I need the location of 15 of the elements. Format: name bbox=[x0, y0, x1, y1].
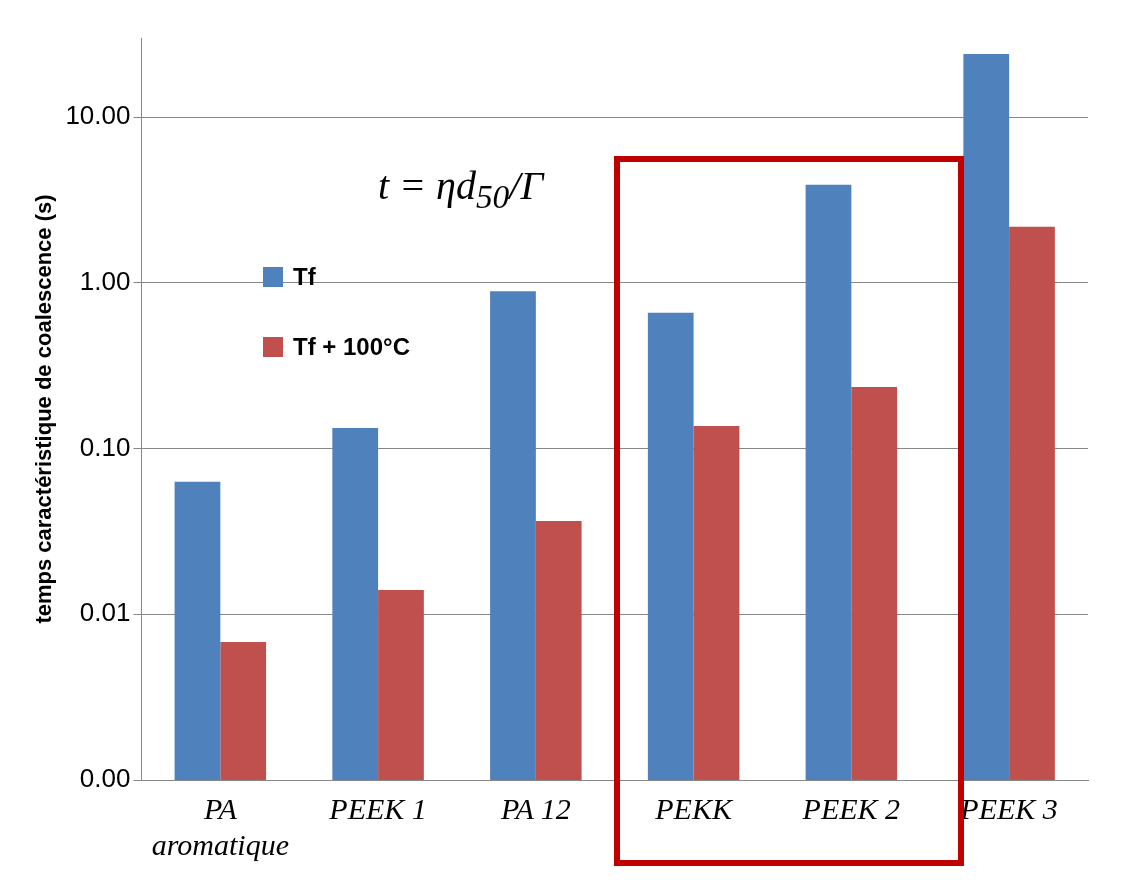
annotation: t = ηd$_{50}$/Γ bbox=[368, 158, 554, 220]
y-tick-label: 10.00 bbox=[65, 100, 131, 131]
x-tick-label: PA aromatique bbox=[151, 791, 289, 861]
x-tick-label: PEEK 2 bbox=[801, 791, 901, 825]
x-tick-label: PA 12 bbox=[499, 791, 571, 825]
legend-label: Tf + 100°C bbox=[293, 333, 410, 361]
legend-label: Tf bbox=[293, 263, 316, 291]
y-tick-label: 0.00 bbox=[79, 763, 131, 794]
y-tick-label: 1.00 bbox=[79, 265, 131, 296]
y-axis-title: temps caractéristique de coalescence (s) bbox=[31, 194, 57, 624]
y-tick-label: 0.10 bbox=[79, 431, 131, 462]
x-tick-label: PEEK 3 bbox=[959, 791, 1058, 825]
x-tick-label: PEKK bbox=[654, 791, 734, 825]
y-tick-label: 0.01 bbox=[79, 597, 131, 628]
x-tick-label: PEEK 1 bbox=[328, 791, 427, 825]
